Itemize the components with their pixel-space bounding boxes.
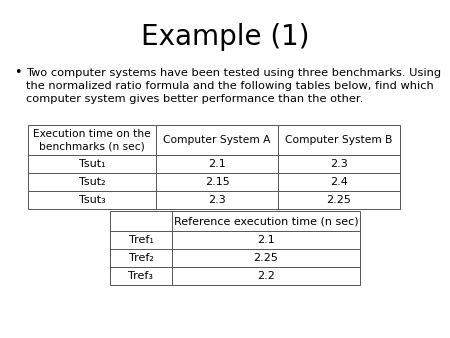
Text: Tref₂: Tref₂ bbox=[129, 253, 153, 263]
Text: •: • bbox=[14, 66, 22, 79]
Text: 2.25: 2.25 bbox=[253, 253, 279, 263]
Text: Computer System A: Computer System A bbox=[163, 135, 271, 145]
Text: Tref₁: Tref₁ bbox=[129, 235, 153, 245]
Text: Tsut₃: Tsut₃ bbox=[79, 195, 105, 205]
Text: 2.1: 2.1 bbox=[257, 235, 275, 245]
Bar bbox=[28, 125, 400, 209]
Text: Execution time on the
benchmarks (n sec): Execution time on the benchmarks (n sec) bbox=[33, 129, 151, 151]
Text: Example (1): Example (1) bbox=[141, 23, 309, 51]
Text: 2.3: 2.3 bbox=[208, 195, 226, 205]
Text: Computer System B: Computer System B bbox=[285, 135, 393, 145]
Text: 2.2: 2.2 bbox=[257, 271, 275, 281]
Text: 2.25: 2.25 bbox=[327, 195, 351, 205]
Text: Two computer systems have been tested using three benchmarks. Using: Two computer systems have been tested us… bbox=[26, 68, 441, 78]
Bar bbox=[110, 211, 360, 285]
Text: Tsut₂: Tsut₂ bbox=[79, 177, 105, 187]
Text: 2.15: 2.15 bbox=[205, 177, 230, 187]
Text: Tref₃: Tref₃ bbox=[129, 271, 153, 281]
Text: 2.4: 2.4 bbox=[330, 177, 348, 187]
Text: Reference execution time (n sec): Reference execution time (n sec) bbox=[174, 216, 358, 226]
Text: Tsut₁: Tsut₁ bbox=[79, 159, 105, 169]
Text: the normalized ratio formula and the following tables below, find which: the normalized ratio formula and the fol… bbox=[26, 81, 434, 91]
Text: 2.1: 2.1 bbox=[208, 159, 226, 169]
Text: computer system gives better performance than the other.: computer system gives better performance… bbox=[26, 94, 363, 104]
Text: 2.3: 2.3 bbox=[330, 159, 348, 169]
